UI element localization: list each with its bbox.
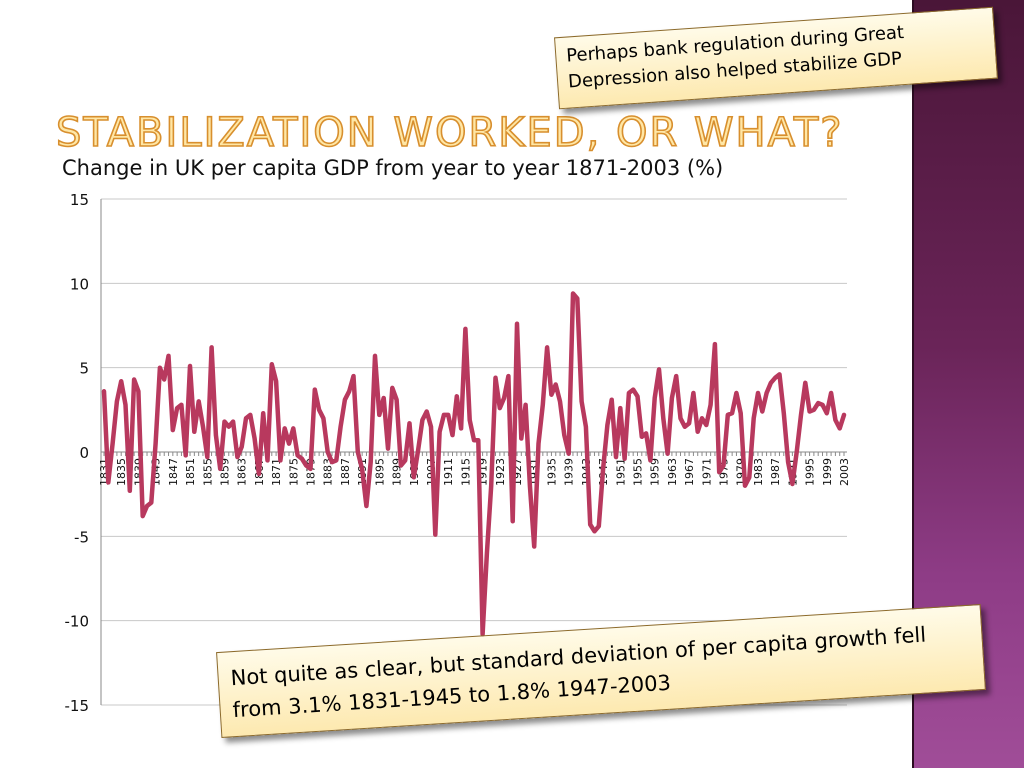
x-tick-label: 1875 — [287, 458, 300, 486]
x-tick-label: 1835 — [115, 458, 128, 486]
x-tick-label: 1847 — [167, 458, 180, 486]
y-tick-label: 10 — [70, 275, 89, 293]
y-tick-label: 5 — [79, 360, 89, 378]
y-tick-label: -10 — [65, 613, 90, 631]
slide-title: STABILIZATION WORKED, OR WHAT? — [55, 109, 844, 157]
x-tick-label: 1939 — [563, 458, 576, 486]
x-tick-label: 2003 — [838, 458, 851, 486]
x-tick-label: 1851 — [184, 458, 197, 486]
x-tick-label: 1959 — [649, 458, 662, 486]
x-tick-label: 1987 — [769, 458, 782, 486]
y-tick-label: 0 — [79, 444, 89, 462]
y-tick-label: -5 — [74, 528, 89, 546]
series-line — [101, 291, 847, 637]
x-tick-label: 1995 — [804, 458, 817, 486]
x-tick-label: 1967 — [683, 458, 696, 486]
y-tick-label: -15 — [65, 697, 90, 715]
x-tick-label: 1855 — [201, 458, 214, 486]
x-tick-label: 1883 — [322, 458, 335, 486]
x-tick-label: 1911 — [442, 458, 455, 486]
x-tick-label: 1871 — [270, 458, 283, 486]
y-tick-label: 15 — [70, 191, 89, 209]
x-tick-label: 1971 — [700, 458, 713, 486]
x-tick-label: 1935 — [545, 458, 558, 486]
x-tick-label: 1923 — [494, 458, 507, 486]
x-tick-label: 1963 — [666, 458, 679, 486]
x-tick-label: 1951 — [614, 458, 627, 486]
chart-title: Change in UK per capita GDP from year to… — [62, 156, 724, 180]
side-band-edge — [912, 0, 914, 768]
x-tick-label: 1887 — [339, 458, 352, 486]
x-tick-label: 1915 — [459, 458, 472, 486]
x-tick-label: 1863 — [236, 458, 249, 486]
x-tick-label: 1999 — [821, 458, 834, 486]
x-tick-label: 1955 — [631, 458, 644, 486]
x-tick-label: 1983 — [752, 458, 765, 486]
x-tick-label: 1895 — [373, 458, 386, 486]
